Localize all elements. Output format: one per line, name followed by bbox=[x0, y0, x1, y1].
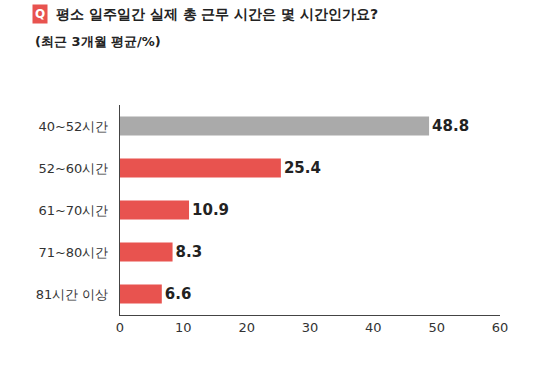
svg-text:50: 50 bbox=[428, 320, 445, 335]
svg-text:40: 40 bbox=[365, 320, 382, 335]
svg-text:81시간 이상: 81시간 이상 bbox=[36, 287, 109, 302]
svg-text:6.6: 6.6 bbox=[165, 285, 192, 303]
svg-text:10: 10 bbox=[175, 320, 192, 335]
svg-text:(최근 3개월 평균/%): (최근 3개월 평균/%) bbox=[35, 34, 161, 49]
svg-text:평소 일주일간 실제 총 근무 시간은 몇 시간인가요?: 평소 일주일간 실제 총 근무 시간은 몇 시간인가요? bbox=[56, 6, 378, 22]
svg-text:71~80시간: 71~80시간 bbox=[38, 245, 108, 260]
svg-text:25.4: 25.4 bbox=[284, 159, 321, 177]
svg-text:10.9: 10.9 bbox=[192, 201, 229, 219]
svg-text:20: 20 bbox=[238, 320, 255, 335]
svg-text:60: 60 bbox=[492, 320, 509, 335]
svg-text:61~70시간: 61~70시간 bbox=[38, 203, 108, 218]
svg-text:30: 30 bbox=[302, 320, 319, 335]
svg-text:52~60시간: 52~60시간 bbox=[38, 161, 108, 176]
svg-text:8.3: 8.3 bbox=[176, 243, 203, 261]
svg-text:Q: Q bbox=[35, 7, 45, 21]
svg-text:0: 0 bbox=[116, 320, 124, 335]
svg-text:40~52시간: 40~52시간 bbox=[38, 119, 108, 134]
svg-text:48.8: 48.8 bbox=[432, 117, 469, 135]
